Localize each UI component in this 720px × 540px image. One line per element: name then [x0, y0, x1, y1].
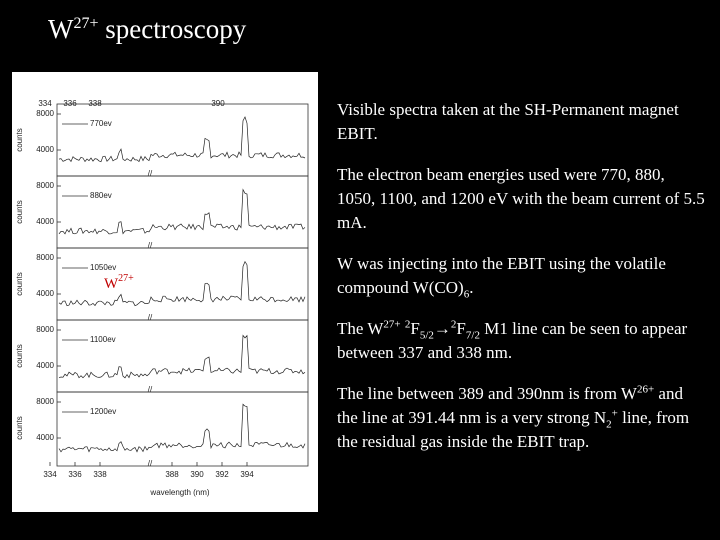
- axis-break: //: [148, 385, 153, 394]
- axis-break: //: [148, 313, 153, 322]
- y-tick-label: 4000: [36, 289, 54, 298]
- y-tick-label: 4000: [36, 433, 54, 442]
- subscript: 7/2: [465, 329, 480, 342]
- text: W was injecting into the EBIT using the …: [337, 254, 666, 297]
- y-axis-label: counts: [15, 200, 24, 224]
- text: M1 line can be seen to appear between 33…: [337, 319, 688, 362]
- text: .: [469, 278, 474, 297]
- x-tick-label: 390: [190, 470, 204, 479]
- superscript: +: [611, 407, 618, 420]
- figure-background: [12, 72, 318, 512]
- overlay-label: W27+: [104, 273, 134, 292]
- text: Visible spectra taken at the SH-Permanen…: [337, 100, 679, 143]
- y-tick-label: 8000: [36, 181, 54, 190]
- text: The line between 389 and 390nm is from W: [337, 384, 637, 403]
- top-axis-label: 338: [88, 99, 102, 108]
- text: F: [410, 319, 420, 338]
- overlay-base: W: [104, 276, 119, 292]
- subscript: 2: [606, 418, 612, 431]
- superscript: 2: [450, 318, 457, 331]
- y-tick-label: 4000: [36, 217, 54, 226]
- title-text: spectroscopy: [98, 14, 247, 44]
- panel-label: 770ev: [90, 119, 112, 128]
- subscript: 5/2: [419, 329, 434, 342]
- y-axis-label: counts: [15, 272, 24, 296]
- overlay-superscript: 27+: [118, 273, 134, 284]
- text: F: [456, 319, 466, 338]
- y-tick-label: 4000: [36, 145, 54, 154]
- panel-frame: [56, 391, 309, 467]
- y-tick-label: 8000: [36, 253, 54, 262]
- x-tick-label: 336: [68, 470, 82, 479]
- text: →: [433, 319, 451, 338]
- y-axis-label: counts: [15, 344, 24, 368]
- panel-label: 1100ev: [90, 335, 116, 344]
- spectrum-trace: [58, 188, 306, 235]
- paragraph: The line between 389 and 390nm is from W…: [337, 382, 707, 454]
- superscript: 2: [404, 318, 411, 331]
- x-tick-label: 334: [43, 470, 57, 479]
- paragraph: The W27+ 2F5/2→2F7/2 M1 line can be seen…: [337, 317, 707, 365]
- spectrum-trace: [58, 260, 306, 307]
- subscript: 6: [463, 288, 470, 301]
- y-tick-label: 8000: [36, 109, 54, 118]
- paragraph: W was injecting into the EBIT using the …: [337, 252, 707, 300]
- title-superscript: 27+: [73, 15, 99, 32]
- text: The electron beam energies used were 770…: [337, 165, 705, 232]
- panel-label: 1050ev: [90, 263, 116, 272]
- superscript: 26+: [636, 383, 655, 396]
- x-tick-label: 392: [215, 470, 229, 479]
- y-axis-label: counts: [15, 128, 24, 152]
- title-text: W: [48, 14, 74, 44]
- text: line, from the residual gas inside the E…: [337, 408, 690, 451]
- axis-break: //: [148, 459, 153, 468]
- x-tick-label: 338: [93, 470, 107, 479]
- text-body: Visible spectra taken at the SH-Permanen…: [337, 98, 707, 471]
- y-tick-label: 4000: [36, 361, 54, 370]
- x-tick-label: 388: [165, 470, 179, 479]
- y-tick-label: 8000: [36, 325, 54, 334]
- paragraph: Visible spectra taken at the SH-Permanen…: [337, 98, 707, 146]
- top-axis-label: 336: [63, 99, 77, 108]
- x-axis-label: wavelength (nm): [149, 488, 209, 497]
- top-axis-label: 334: [38, 99, 52, 108]
- y-tick-label: 8000: [36, 397, 54, 406]
- spectrum-trace: [58, 116, 306, 163]
- panel-label: 880ev: [90, 191, 112, 200]
- superscript: 27+: [383, 318, 401, 331]
- x-tick-label: 394: [240, 470, 254, 479]
- axis-break: //: [148, 241, 153, 250]
- text: and the line at 391.44 nm is a very stro…: [337, 384, 683, 427]
- spectrum-trace: [58, 334, 306, 379]
- slide-title: W27+ spectroscopy: [48, 14, 246, 45]
- axis-break: //: [148, 169, 153, 178]
- y-axis-label: counts: [15, 416, 24, 440]
- spectrum-trace: [58, 403, 306, 453]
- paragraph: The electron beam energies used were 770…: [337, 163, 707, 235]
- panel-label: 1200ev: [90, 407, 116, 416]
- top-axis-label: 390: [211, 99, 225, 108]
- text: The W: [337, 319, 384, 338]
